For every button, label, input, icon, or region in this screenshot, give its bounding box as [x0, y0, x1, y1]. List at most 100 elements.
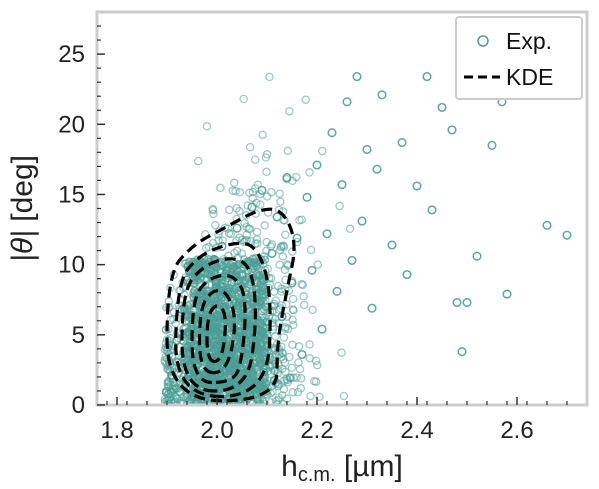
scatter-point [562, 230, 572, 240]
scatter-point [239, 237, 249, 247]
scatter-point [243, 201, 252, 210]
scatter-point [288, 340, 297, 350]
kde-contour [180, 257, 257, 393]
scatter-point [237, 271, 247, 281]
kde-contours [165, 207, 296, 403]
scatter-point [275, 189, 284, 198]
scatter-point [337, 180, 347, 190]
scatter-point [255, 326, 264, 336]
scatter-point [315, 392, 324, 402]
scatter-point [236, 311, 246, 321]
scatter-point [289, 320, 298, 330]
scatter-point [247, 202, 257, 212]
scatter-point [254, 384, 263, 393]
scatter-point [234, 261, 243, 270]
scatter-point [260, 221, 269, 230]
scatter-point [250, 155, 260, 164]
x-tick-label: 1.8 [100, 417, 133, 444]
y-tick-label: 0 [72, 392, 85, 419]
scatter-point [357, 216, 367, 226]
scatter-point [322, 229, 332, 239]
x-axis-title-main: h [281, 450, 298, 483]
scatter-point [299, 300, 309, 310]
scatter-point [269, 287, 279, 296]
scatter-point [189, 288, 198, 298]
scatter-point [210, 331, 220, 340]
scatter-point [306, 245, 316, 255]
scatter-point [278, 252, 288, 261]
scatter-point [262, 192, 272, 201]
y-tick-label: 15 [58, 181, 85, 208]
scatter-point [255, 348, 264, 357]
scatter-point [452, 297, 462, 308]
scatter-point [283, 146, 293, 156]
scatter-point [175, 388, 184, 397]
scatter-point [288, 305, 298, 314]
scatter-point [208, 204, 217, 214]
scatter-point [294, 342, 304, 351]
scatter-point [265, 72, 274, 82]
scatter-point [222, 266, 231, 275]
scatter-point [299, 292, 308, 301]
scatter-point [277, 353, 286, 362]
scatter-point [295, 364, 305, 374]
scatter-point [367, 303, 377, 313]
scatter-point [287, 363, 297, 373]
scatter-point [278, 391, 287, 400]
scatter-point [437, 102, 447, 112]
scatter-point [377, 90, 387, 100]
scatter-point [202, 286, 212, 295]
legend-label-kde: KDE [506, 64, 553, 90]
scatter-point [310, 376, 319, 386]
scatter-point [209, 209, 218, 219]
scatter-point [362, 144, 372, 155]
axis-ticks: 1.8 2.0 2.2 2.4 2.6 0 5 10 15 20 25 [58, 25, 568, 444]
kde-contour [197, 288, 237, 375]
scatter-point [271, 296, 281, 305]
scatter-point [188, 395, 197, 404]
scatter-point [261, 153, 271, 162]
scatter-point [170, 398, 179, 405]
scatter-point [302, 192, 312, 202]
scatter-point [342, 97, 352, 107]
scatter-point [306, 391, 315, 401]
scatter-point [197, 258, 207, 268]
scatter-point [308, 305, 317, 315]
scatter-point [230, 248, 239, 258]
y-tick-label: 10 [58, 252, 85, 279]
scatter-point [332, 286, 342, 296]
scatter-point [244, 224, 253, 233]
scatter-point [347, 255, 357, 265]
scatter-point [542, 220, 552, 230]
scatter-point [288, 387, 298, 397]
scatter-point [216, 183, 225, 193]
scatter-point [284, 286, 294, 295]
scatter-point [248, 187, 258, 197]
scatter-point [227, 314, 237, 324]
scatter-point [229, 178, 239, 188]
scatter-point [253, 301, 262, 311]
scatter-point [267, 248, 277, 258]
scatter-point [279, 385, 289, 394]
scatter-point [248, 193, 257, 203]
scatter-point [235, 188, 245, 197]
scatter-point [202, 275, 211, 284]
kde-contour [165, 207, 296, 403]
scatter-point [352, 72, 362, 82]
scatter-point [288, 247, 297, 256]
scatter-point [240, 279, 250, 289]
legend-label-exp: Exp. [506, 28, 552, 54]
scatter-point [397, 137, 407, 148]
scatter-point [305, 340, 314, 349]
scatter-point [277, 242, 286, 251]
scatter-point [252, 227, 262, 237]
kde-contour [190, 273, 247, 385]
scatter-point [412, 181, 422, 191]
scatter-point [301, 95, 310, 104]
scatter-point [252, 295, 262, 305]
scatter-point [307, 265, 317, 275]
scatter-point [225, 205, 234, 215]
scatter-point [221, 302, 230, 311]
scatter-point [267, 187, 276, 197]
scatter-point [447, 125, 457, 135]
